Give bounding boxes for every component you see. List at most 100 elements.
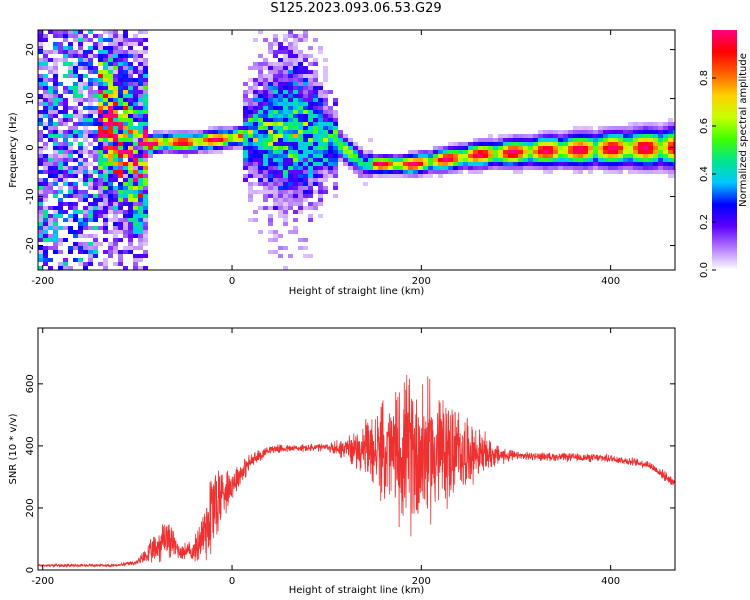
heatmap-cell-1909 [358,162,363,166]
heatmap-cell-1912 [358,174,363,178]
heatmap-cell-2413 [638,138,643,142]
heatmap-cell-364 [78,110,83,114]
heatmap-cell-294 [68,190,73,194]
heatmap-cell-1569 [293,78,298,82]
heatmap-cell-323 [73,126,78,130]
heatmap-cell-303 [68,250,73,254]
heatmap-cell-1316 [263,162,268,166]
heatmap-cell-279 [68,114,73,118]
heatmap-cell-781 [118,250,123,254]
heatmap-cell-1714 [308,142,313,146]
heatmap-cell-2226 [558,130,563,134]
heatmap-cell-2129 [508,138,513,142]
heatmap-cell-2177 [533,142,538,146]
heatmap-cell-1541 [288,150,293,154]
heatmap-cell-2485 [663,166,668,170]
heatmap-cell-810 [123,134,128,138]
heatmap-cell-887 [128,242,133,246]
heatmap-cell-1501 [283,190,288,194]
heatmap-cell-1627 [298,130,303,134]
heatmap-cell-2091 [483,162,488,166]
heatmap-cell-2176 [533,138,538,142]
heatmap-cell-110 [48,110,53,114]
heatmap-cell-1196 [248,90,253,94]
heatmap-cell-2489 [668,126,673,130]
heatmap-cell-508 [93,186,98,190]
heatmap-cell-234 [63,86,68,90]
heatmap-cell-1126 [208,130,213,134]
heatmap-cell-2339 [608,138,613,142]
heatmap-cell-1248 [253,166,258,170]
heatmap-cell-1446 [278,162,283,166]
heatmap-cell-1452 [278,186,283,190]
heatmap-cell-338 [73,210,78,214]
heatmap-cell-1361 [268,186,273,190]
heatmap-cell-2246 [568,130,573,134]
heatmap-cell-1235 [253,114,258,118]
heatmap-cell-1483 [283,118,288,122]
heatmap-cell-422 [83,194,88,198]
heatmap-cell-1653 [303,54,308,58]
heatmap-cell-2196 [543,138,548,142]
heatmap-cell-1233 [253,106,258,110]
heatmap-cell-273 [68,66,73,70]
heatmap-cell-785 [123,30,128,34]
heatmap-cell-2001 [428,158,433,162]
heatmap-cell-190 [58,46,63,50]
heatmap-cell-161 [53,138,58,142]
heatmap-cell-658 [108,162,113,166]
heatmap-cell-1651 [303,34,308,38]
heatmap-cell-202 [58,142,63,146]
spectrogram-ytick-label--10: -10 [25,188,36,204]
heatmap-cell-2471 [658,162,663,166]
heatmap-cell-2345 [608,162,613,166]
heatmap-cell-26 [38,158,43,162]
heatmap-cell-2092 [483,166,488,170]
heatmap-cell-1206 [248,134,253,138]
heatmap-cell-521 [93,250,98,254]
heatmap-cell-1874 [338,134,343,138]
heatmap-cell-1246 [253,158,258,162]
heatmap-cell-666 [108,194,113,198]
heatmap-cell-1004 [143,66,148,70]
heatmap-cell-2227 [558,134,563,138]
heatmap-cell-288 [68,158,73,162]
heatmap-cell-1237 [253,122,258,126]
heatmap-cell-1335 [268,82,273,86]
heatmap-cell-3 [38,42,43,46]
heatmap-cell-1226 [253,78,258,82]
heatmap-cell-2496 [668,154,673,158]
heatmap-cell-481 [88,262,93,266]
heatmap-cell-2316 [598,138,603,142]
heatmap-cell-1576 [293,106,298,110]
heatmap-cell-1605 [298,34,303,38]
heatmap-cell-936 [133,234,138,238]
heatmap-cell-966 [138,134,143,138]
heatmap-cell-2491 [668,134,673,138]
heatmap-cell-2389 [628,146,633,150]
heatmap-cell-1485 [283,126,288,130]
heatmap-cell-1746 [313,110,318,114]
heatmap-cell-2050 [458,166,463,170]
heatmap-cell-1155 [228,138,233,142]
heatmap-cell-1456 [278,202,283,206]
heatmap-cell-1436 [278,122,283,126]
heatmap-cell-2098 [488,154,493,158]
heatmap-cell-2145 [513,166,518,170]
snr-background [38,328,675,570]
heatmap-cell-1406 [273,182,278,186]
heatmap-cell-2243 [563,158,568,162]
heatmap-cell-1905 [358,146,363,150]
heatmap-cell-421 [83,190,88,194]
heatmap-cell-1212 [248,158,253,162]
heatmap-cell-1678 [303,158,308,162]
heatmap-cell-1792 [318,170,323,174]
heatmap-cell-1805 [323,74,328,78]
heatmap-cell-65 [43,106,48,110]
heatmap-cell-199 [58,122,63,126]
heatmap-cell-1743 [313,98,318,102]
heatmap-cell-398 [83,62,88,66]
heatmap-cell-1179 [243,122,248,126]
heatmap-cell-2511 [673,158,675,162]
heatmap-cell-1058 [153,130,158,134]
